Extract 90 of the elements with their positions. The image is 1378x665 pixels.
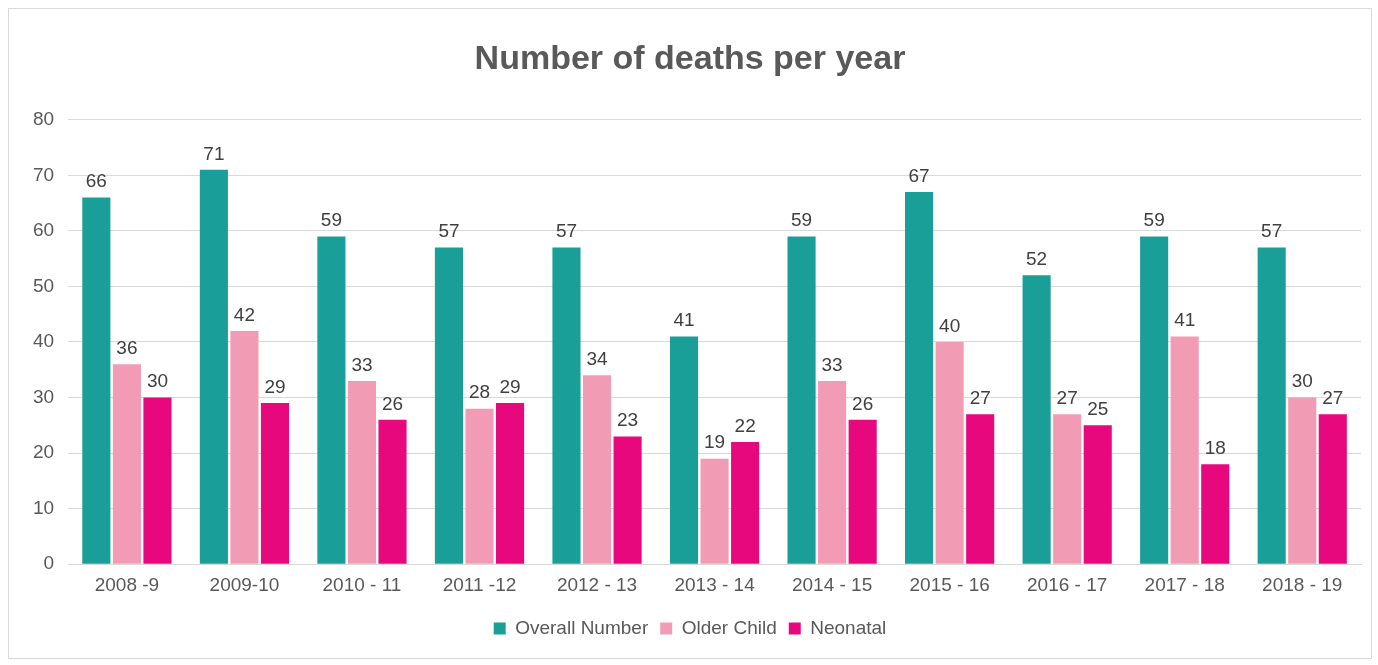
data-label: 27 — [969, 386, 991, 408]
bar — [848, 419, 877, 564]
data-label: 41 — [673, 309, 695, 331]
data-label: 34 — [586, 348, 609, 370]
data-label: 26 — [852, 392, 874, 414]
data-label: 59 — [790, 209, 813, 231]
bar — [582, 375, 612, 564]
bar — [669, 336, 699, 564]
legend-label: Older Child — [681, 616, 777, 638]
data-label: 30 — [146, 370, 169, 392]
bar — [378, 419, 407, 564]
bar — [1053, 414, 1082, 564]
bar — [112, 364, 141, 564]
x-tick-label: 2008 -9 — [94, 573, 160, 595]
data-label: 29 — [264, 375, 286, 397]
data-label: 18 — [1204, 436, 1226, 458]
y-tick-label: 20 — [32, 441, 55, 463]
bar — [317, 236, 346, 564]
x-tick-label: 2013 - 14 — [674, 573, 756, 595]
bar — [787, 236, 816, 564]
y-tick-label: 70 — [32, 163, 55, 185]
x-tick-label: 2014 - 15 — [791, 573, 873, 595]
bar — [700, 458, 729, 564]
bar — [1318, 414, 1347, 564]
data-label: 41 — [1174, 309, 1196, 331]
data-label: 67 — [908, 164, 930, 186]
x-tick-label: 2010 - 11 — [322, 573, 402, 595]
chart-title: Number of deaths per year — [474, 37, 906, 76]
bar — [230, 330, 259, 564]
x-tick-label: 2012 - 13 — [556, 573, 638, 595]
bar — [434, 247, 463, 564]
bar — [199, 169, 228, 564]
bar — [260, 403, 290, 564]
data-label: 57 — [555, 220, 578, 242]
bar — [496, 403, 525, 564]
bar — [82, 197, 111, 564]
bar — [143, 397, 172, 564]
data-label: 22 — [734, 414, 756, 436]
bar — [1022, 275, 1051, 564]
bar — [731, 441, 760, 564]
x-tick-label: 2015 - 16 — [909, 573, 990, 595]
bar — [1140, 236, 1169, 564]
data-label: 33 — [351, 353, 373, 375]
data-label: 33 — [821, 353, 843, 375]
x-tick-label: 2009-10 — [209, 573, 280, 595]
bar — [1083, 425, 1112, 564]
y-tick-label: 0 — [43, 552, 55, 574]
y-tick-label: 30 — [32, 385, 55, 407]
x-tick-label: 2016 - 17 — [1027, 573, 1108, 595]
data-label: 27 — [1056, 386, 1078, 408]
data-label: 36 — [116, 336, 138, 358]
data-label: 59 — [1143, 209, 1165, 231]
data-label: 26 — [381, 392, 404, 414]
bar — [1201, 464, 1230, 564]
y-tick-label: 80 — [32, 108, 55, 130]
x-tick-label: 2018 - 19 — [1262, 573, 1343, 595]
bar — [465, 408, 494, 564]
data-label: 66 — [85, 170, 107, 192]
x-tick-label: 2017 - 18 — [1144, 573, 1225, 595]
bar — [818, 380, 847, 564]
data-label: 42 — [233, 303, 255, 325]
bar — [613, 436, 642, 564]
bar — [1288, 397, 1317, 564]
legend-label: Overall Number — [515, 616, 649, 638]
data-label: 57 — [1261, 220, 1283, 242]
data-label: 29 — [499, 375, 521, 397]
data-label: 27 — [1322, 386, 1344, 408]
bar — [1170, 336, 1199, 564]
data-label: 71 — [203, 142, 225, 164]
legend-label: Neonatal — [810, 616, 887, 638]
data-label: 59 — [320, 209, 342, 231]
data-label: 19 — [704, 431, 726, 453]
data-label: 52 — [1026, 248, 1048, 270]
data-label: 23 — [617, 409, 639, 431]
bar — [1257, 247, 1286, 564]
bar — [966, 414, 995, 564]
y-tick-label: 40 — [32, 330, 55, 352]
bar — [935, 342, 964, 564]
data-label: 57 — [438, 220, 460, 242]
data-label: 25 — [1087, 398, 1109, 420]
y-tick-label: 50 — [32, 274, 55, 296]
bar — [347, 380, 377, 564]
data-label: 40 — [939, 314, 961, 336]
y-tick-label: 10 — [32, 496, 55, 518]
data-label: 28 — [468, 381, 491, 403]
x-tick-label: 2011 -12 — [442, 573, 517, 595]
y-tick-label: 60 — [32, 219, 55, 241]
data-label: 30 — [1291, 370, 1313, 392]
bar — [552, 247, 581, 564]
bar — [905, 192, 934, 564]
